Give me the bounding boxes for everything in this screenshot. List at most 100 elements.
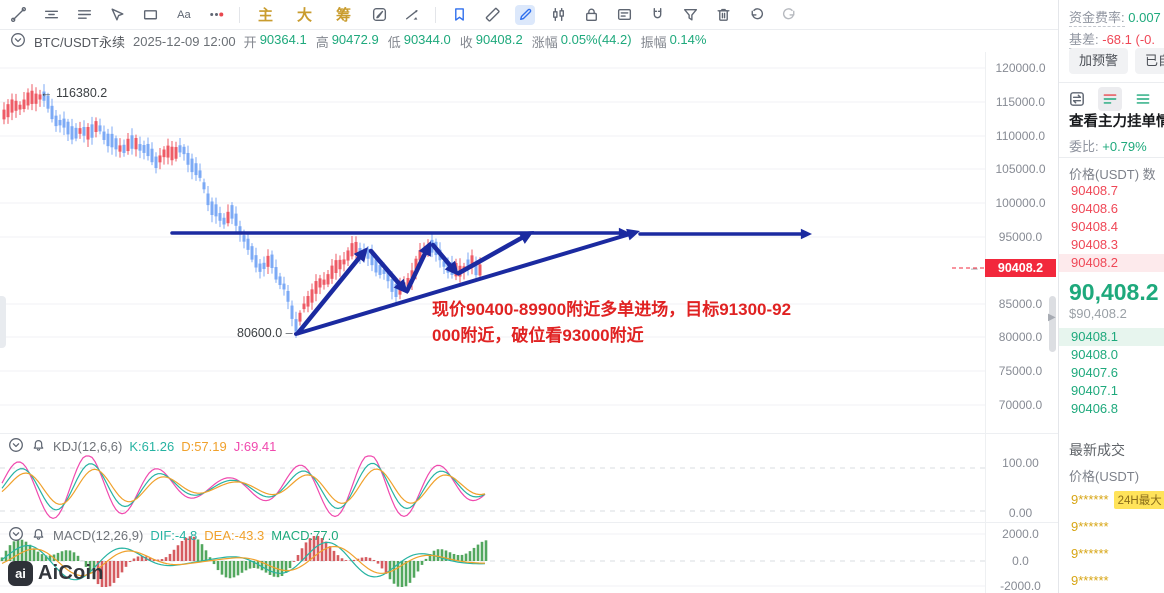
field-高: 高 90472.9 (315, 31, 379, 50)
macd-chart[interactable] (0, 522, 1058, 593)
trend-line-icon[interactable] (8, 5, 28, 25)
cn-tool-2[interactable]: 筹 (336, 7, 352, 24)
high-price-label: ← 116380.2 (40, 86, 108, 100)
text-aa-icon[interactable]: Aa (173, 5, 193, 25)
price-tick: 80000.0 (998, 330, 1043, 344)
chevron-down-circle-icon[interactable] (8, 437, 24, 456)
macd-dif-value: DIF:-4.8 (150, 528, 198, 543)
magnet-icon[interactable] (647, 5, 667, 25)
ratio-value: +0.79% (1102, 139, 1147, 154)
trade-row[interactable]: 9****** (1059, 513, 1164, 540)
orderbook-view-icon[interactable] (1098, 87, 1122, 111)
annotation-line1: 现价90400-89900附近多单进场，目标91300-92 (432, 300, 792, 319)
edit-cycle-icon[interactable] (369, 5, 389, 25)
bell-icon[interactable] (31, 527, 46, 545)
aicoin-logo-text: AiCoin (38, 562, 104, 584)
undo-icon[interactable] (746, 5, 766, 25)
cn-tool-0[interactable]: 主 (258, 7, 274, 24)
symbol-info-bar: BTC/USDT永续 2025-12-09 12:00 开 90364.1 高 904… (0, 30, 1058, 52)
trade-row[interactable]: 9****** 24H最大 (1059, 486, 1164, 513)
ask-row[interactable]: 90408.3 (1071, 237, 1118, 252)
rectangle-icon[interactable] (140, 5, 160, 25)
left-panel-handle[interactable] (0, 296, 6, 348)
sidebar-divider (1059, 82, 1164, 83)
dots-more-icon[interactable] (206, 5, 226, 25)
bid-row[interactable]: 90408.1 (1059, 328, 1164, 346)
bid-row[interactable]: 90407.6 (1071, 365, 1118, 380)
field-涨幅: 涨幅 0.05%(44.2) (531, 31, 632, 50)
price-tick: 95000.0 (998, 230, 1043, 244)
cn-tool-1[interactable]: 大 (297, 7, 313, 24)
swap-panel-icon[interactable] (1065, 87, 1089, 111)
list-rows-icon[interactable] (74, 5, 94, 25)
bookmark-icon[interactable] (449, 5, 469, 25)
price-tick: 100000.0 (995, 196, 1046, 210)
price-tick: 75000.0 (998, 364, 1043, 378)
orderbook-header: 价格(USDT) 数 (1069, 167, 1156, 182)
kdj-j-value: J:69.41 (233, 439, 277, 454)
ratio-row: 委比: +0.79% (1069, 136, 1147, 155)
ask-row[interactable]: 90408.7 (1071, 183, 1118, 198)
add-alert-button[interactable]: 加预警 (1069, 48, 1129, 74)
kdj-chart[interactable] (0, 433, 1058, 522)
ruler-icon[interactable] (482, 5, 502, 25)
macd-macd-value: MACD:77.0 (271, 528, 339, 543)
last-traded-price[interactable]: 90,408.2 (1069, 279, 1159, 305)
redo-icon[interactable] (779, 5, 799, 25)
scrollbar-thumb[interactable] (1049, 296, 1056, 352)
candlestick-chart[interactable] (0, 52, 1058, 433)
trade-price: 9****** (1071, 573, 1109, 588)
ask-list: 90408.7 90408.6 90408.4 90408.3 90408.2 (1059, 182, 1164, 272)
view-main-orders-link[interactable]: 查看主力挂单情 (1069, 114, 1164, 130)
left-arrow-icon: ← (40, 86, 53, 100)
align-rows-icon[interactable] (41, 5, 61, 25)
bid-row[interactable]: 90407.1 (1071, 383, 1118, 398)
candle-pattern-icon[interactable] (548, 5, 568, 25)
price-tick: 85000.0 (998, 297, 1043, 311)
bid-row[interactable]: 90406.8 (1071, 401, 1118, 416)
filter-icon[interactable] (680, 5, 700, 25)
trade-row[interactable]: 9****** (1059, 540, 1164, 567)
drawing-toolbar: Aa 主 大 筹 (0, 0, 1058, 30)
pane-separator (0, 522, 1058, 523)
book-mode-icons (1065, 87, 1155, 111)
funding-rate-row: 资金费率: 0.007 (1069, 7, 1161, 27)
toolbar-group-cn: 主大筹 (253, 4, 356, 25)
note-edit-icon[interactable] (614, 5, 634, 25)
field-振幅: 振幅 0.14% (640, 31, 707, 50)
trade-price: 9****** (1071, 519, 1109, 534)
macd-label-bar: MACD(12,26,9) DIF:-4.8 DEA:-43.3 MACD:77… (8, 526, 338, 545)
pointer-line-icon[interactable] (402, 5, 422, 25)
trade-row[interactable]: 9****** (1059, 567, 1164, 593)
ask-row[interactable]: 90408.4 (1071, 219, 1118, 234)
bell-icon[interactable] (31, 438, 46, 456)
ask-row[interactable]: 90408.6 (1071, 201, 1118, 216)
funding-rate-value: 0.007 (1128, 10, 1161, 25)
chevron-down-circle-icon[interactable] (8, 526, 24, 545)
kdj-tick: 100.00 (1002, 456, 1039, 470)
lock-icon[interactable] (581, 5, 601, 25)
price-tick: 70000.0 (998, 398, 1043, 412)
trade-plan-annotation: 现价90400-89900附近多单进场，目标91300-92 000附近，破位看… (432, 297, 792, 349)
macd-tick: 0.0 (1012, 554, 1029, 568)
toolbar-group-tools (449, 4, 799, 25)
auto-button[interactable]: 已自 (1135, 48, 1164, 74)
last-price-badge: 90408.2 (985, 259, 1056, 277)
panel-collapse-arrow[interactable]: ▶ (1048, 312, 1056, 323)
bid-row[interactable]: 90408.0 (1071, 347, 1118, 362)
chevron-down-circle-icon[interactable] (10, 32, 26, 51)
trade-price: 9****** (1071, 492, 1109, 507)
cursor-arrow-icon[interactable] (107, 5, 127, 25)
field-低: 低 90344.0 (387, 31, 451, 50)
badge-tick: – (971, 261, 978, 275)
trash-icon[interactable] (713, 5, 733, 25)
price-tick: 120000.0 (995, 61, 1046, 75)
pen-icon[interactable] (515, 4, 536, 25)
price-tick: 110000.0 (995, 129, 1046, 143)
trade-list-icon[interactable] (1131, 87, 1155, 111)
field-开: 开 90364.1 (243, 31, 307, 50)
symbol-name[interactable]: BTC/USDT永续 (34, 34, 126, 50)
ask-row[interactable]: 90408.2 (1059, 254, 1164, 272)
ohlc-fields: 开 90364.1 高 90472.9 低 90344.0 收 90408.2 涨幅 0.05%(… (244, 32, 707, 51)
